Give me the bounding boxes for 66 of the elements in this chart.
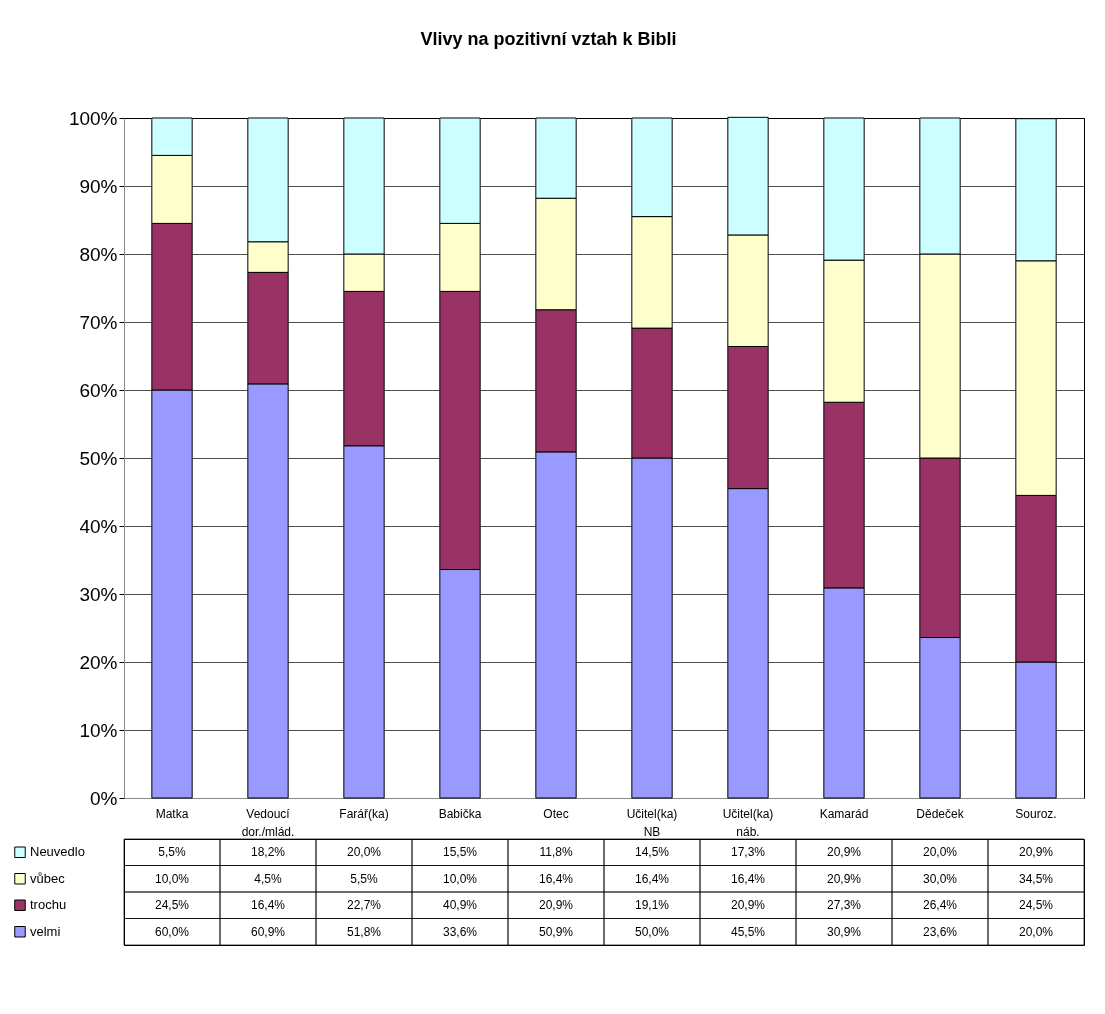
data-label: 20,9% [1018,845,1054,860]
legend-label: Neuvedlo [30,844,85,860]
data-label: 10,0% [442,871,478,886]
data-label: 60,0% [154,924,190,939]
x-tick-label: Kamarád [819,806,869,821]
data-label: 33,6% [442,924,478,939]
data-label: 24,5% [1018,898,1054,913]
data-label: 20,9% [538,898,574,913]
y-tick-label: 90% [79,175,118,197]
data-label: 30,9% [826,924,862,939]
data-label: 10,0% [154,871,190,886]
data-label: 11,8% [539,845,573,860]
x-tick-label: Dědeček [916,806,965,821]
legend-label: velmi [30,923,61,939]
data-label: 20,9% [730,898,766,913]
y-tick-label: 50% [79,447,118,469]
data-label: 26,4% [922,898,958,913]
y-tick-label: 40% [79,515,118,537]
data-label: 27,3% [826,898,862,913]
chart-title: Vlivy na pozitivní vztah k Bibli [420,28,677,49]
data-label: 5,5% [158,845,186,860]
data-label: 50,0% [634,924,670,939]
data-label: 24,5% [154,898,190,913]
data-label: 30,0% [922,871,958,886]
data-label: 60,9% [250,924,286,939]
y-tick-label: 80% [79,243,118,265]
data-label: 4,5% [254,871,282,886]
data-label: 16,4% [250,898,286,913]
x-tick-label: Učitel(ka) NB [626,806,678,839]
x-tick-label: Učitel(ka) náb. [722,806,774,839]
data-label: 51,8% [346,924,382,939]
y-tick-label: 0% [90,787,118,809]
y-tick-label: 60% [79,379,118,401]
data-label: 14,5% [634,845,670,860]
data-label: 17,3% [730,845,766,860]
data-label: 20,9% [826,845,862,860]
data-label: 22,7% [346,898,382,913]
y-tick-label: 30% [79,583,118,605]
x-tick-label: Matka [155,806,189,821]
data-label: 5,5% [350,871,378,886]
x-tick-label: Vedoucí dor./mlád. [241,806,295,839]
data-label: 34,5% [1018,871,1054,886]
data-label: 20,0% [922,845,958,860]
data-label: 15,5% [442,845,478,860]
x-tick-label: Farář(ka) [339,806,389,821]
data-label: 23,6% [922,924,958,939]
data-label: 18,2% [250,845,286,860]
y-tick-label: 20% [79,651,118,673]
y-tick-label: 10% [79,719,118,741]
data-label: 16,4% [538,871,574,886]
y-tick-label: 70% [79,311,118,333]
data-label: 20,0% [1018,924,1054,939]
data-label: 20,0% [346,845,382,860]
legend-label: trochu [30,897,67,913]
x-tick-label: Souroz. [1015,806,1057,821]
x-tick-label: Otec [543,806,569,821]
legend-label: vůbec [30,870,66,886]
data-label: 50,9% [538,924,574,939]
data-label: 19,1% [634,898,670,913]
data-label: 16,4% [730,871,766,886]
data-label: 45,5% [730,924,766,939]
data-label: 40,9% [442,898,478,913]
data-label: 16,4% [634,871,670,886]
x-tick-label: Babička [438,806,482,821]
data-label: 20,9% [826,871,862,886]
y-tick-label: 100% [68,107,118,129]
